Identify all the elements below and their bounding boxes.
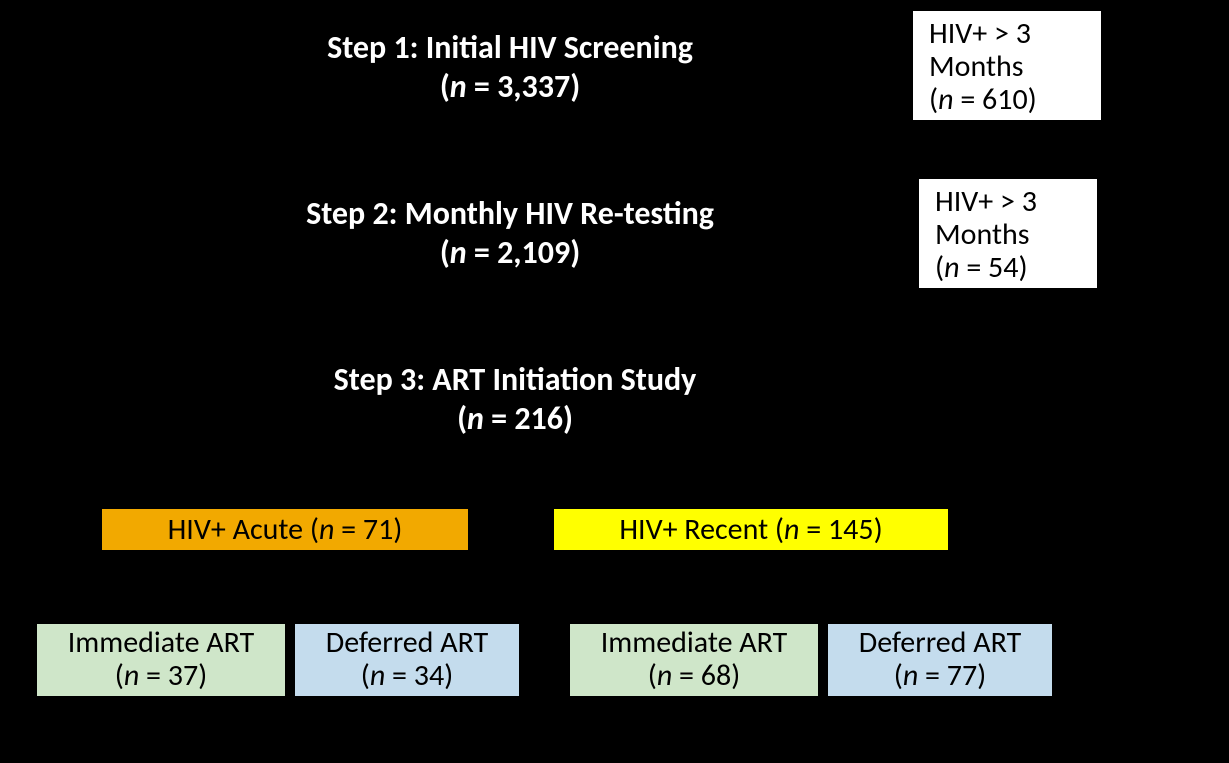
- side-box-2-line3: (n = 54): [935, 251, 1087, 284]
- arm-1-line1: Deferred ART: [295, 626, 519, 659]
- side-box-step1: HIV+ > 3 Months (n = 610): [912, 10, 1102, 121]
- step-1: Step 1: Initial HIV Screening (n = 3,337…: [240, 28, 780, 106]
- side-box-2-line2: Months: [935, 218, 1087, 251]
- arm-3-line1: Deferred ART: [828, 626, 1052, 659]
- category-recent: HIV+ Recent (n = 145): [552, 507, 950, 552]
- arm-acute-immediate: Immediate ART (n = 37): [35, 622, 287, 698]
- step-1-n: (n = 3,337): [240, 67, 780, 106]
- arm-recent-immediate: Immediate ART (n = 68): [568, 622, 820, 698]
- arm-2-line1: Immediate ART: [570, 626, 818, 659]
- arm-0-line1: Immediate ART: [37, 626, 285, 659]
- arm-1-line2: (n = 34): [295, 659, 519, 692]
- side-box-2-line1: HIV+ > 3: [935, 185, 1087, 218]
- side-box-1-line2: Months: [929, 50, 1091, 83]
- arm-3-line2: (n = 77): [828, 659, 1052, 692]
- side-box-1-line3: (n = 610): [929, 83, 1091, 116]
- step-2-title: Step 2: Monthly HIV Re-testing: [230, 194, 790, 233]
- step-1-title: Step 1: Initial HIV Screening: [240, 28, 780, 67]
- arm-acute-deferred: Deferred ART (n = 34): [293, 622, 521, 698]
- step-2-n: (n = 2,109): [230, 233, 790, 272]
- arm-recent-deferred: Deferred ART (n = 77): [826, 622, 1054, 698]
- arm-2-line2: (n = 68): [570, 659, 818, 692]
- step-3-title: Step 3: ART Initiation Study: [250, 360, 780, 399]
- side-box-1-line1: HIV+ > 3: [929, 17, 1091, 50]
- step-3-n: (n = 216): [250, 399, 780, 438]
- step-3: Step 3: ART Initiation Study (n = 216): [250, 360, 780, 438]
- arm-0-line2: (n = 37): [37, 659, 285, 692]
- side-box-step2: HIV+ > 3 Months (n = 54): [918, 178, 1098, 289]
- step-2: Step 2: Monthly HIV Re-testing (n = 2,10…: [230, 194, 790, 272]
- category-acute: HIV+ Acute (n = 71): [100, 507, 470, 552]
